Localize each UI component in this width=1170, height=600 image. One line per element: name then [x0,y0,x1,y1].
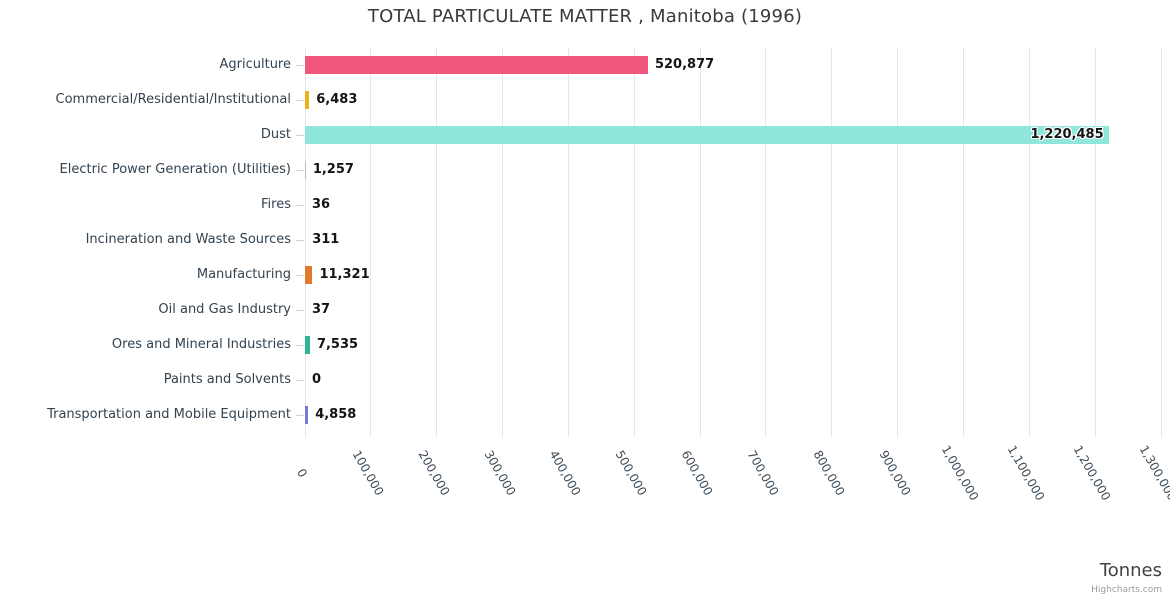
bar-value-label: 36 [312,197,331,213]
x-gridline [436,48,438,437]
x-tick-label: 400,000 [546,448,584,498]
bar[interactable] [305,405,309,424]
x-gridline [304,48,306,437]
x-tick-label: 1,200,000 [1070,443,1114,503]
category-tick [296,379,304,381]
bar[interactable] [305,126,1109,145]
x-tick-label: 300,000 [481,448,518,498]
x-gridline [633,48,635,437]
x-gridline [1028,48,1030,437]
x-axis-title: Tonnes [1099,560,1162,581]
bar-value-label: 4,858 [315,406,357,422]
category-tick [296,240,304,241]
bar-value-label: 0 [312,371,322,387]
category-label: Dust [260,127,291,143]
x-gridline [502,48,504,437]
bar-value-label: 1,257 [312,162,354,178]
bar-value-label: 6,483 [316,92,358,108]
highcharts-credit-link[interactable]: Highcharts.com [1091,585,1162,595]
x-tick-label: 200,000 [415,448,453,498]
x-tick-label: 600,000 [678,448,716,498]
category-tick [296,309,304,311]
category-tick [296,170,304,172]
category-tick [296,344,304,346]
x-tick-label: 1,300,000 [1136,443,1170,503]
bar[interactable] [305,56,648,75]
x-gridline [962,48,964,437]
category-label: Oil and Gas Industry [158,301,291,317]
category-label: Ores and Mineral Industries [111,336,291,352]
category-label: Manufacturing [196,266,291,282]
bar[interactable] [305,91,310,110]
category-tick [296,414,304,416]
category-tick [296,100,304,102]
x-gridline [831,48,833,437]
x-gridline [370,48,372,437]
x-tick-label: 900,000 [876,448,914,498]
bar[interactable] [305,265,313,284]
bar-value-label: 7,535 [316,336,359,352]
x-tick-label: 700,000 [744,448,782,498]
bar-value-label: 1,220,485 [1030,127,1104,143]
category-label: Incineration and Waste Sources [85,232,291,247]
x-gridline [1094,48,1096,437]
x-tick-label: 1,000,000 [939,443,982,503]
x-gridline [699,48,701,437]
category-tick [296,65,304,67]
category-label: Fires [261,197,291,213]
chart-title: TOTAL PARTICULATE MATTER , Manitoba (199… [367,6,803,27]
bar[interactable] [305,335,310,354]
bar-value-label: 311 [312,232,340,247]
category-tick [296,205,304,207]
x-tick-label: 1,100,000 [1004,443,1048,503]
x-tick-label: 100,000 [349,448,387,498]
bar-value-label: 520,877 [654,57,715,73]
x-tick-label: 0 [294,466,310,480]
x-gridline [765,48,767,437]
category-label: Agriculture [219,57,292,73]
category-label: Transportation and Mobile Equipment [47,406,291,422]
category-tick [296,135,304,137]
bar-value-label: 37 [312,301,331,317]
category-tick [296,274,304,276]
x-gridline [1160,48,1162,437]
x-tick-label: 800,000 [810,448,848,498]
bar[interactable] [305,161,306,180]
category-label: Electric Power Generation (Utilities) [59,162,291,178]
x-tick-label: 500,000 [612,448,650,498]
x-gridline [897,48,899,437]
category-label: Commercial/Residential/Institutional [55,92,292,108]
bar-value-label: 11,321 [319,266,370,282]
x-gridline [567,48,569,437]
category-label: Paints and Solvents [163,371,291,387]
